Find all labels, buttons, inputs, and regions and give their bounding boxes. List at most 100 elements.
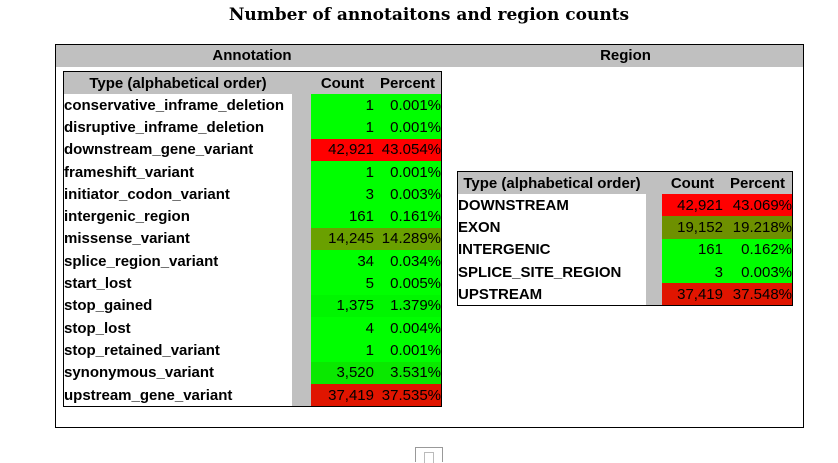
gap-cell	[292, 227, 311, 251]
column-header-percent: Percent	[723, 171, 793, 194]
table-row: DOWNSTREAM 42,921 43.069%	[457, 194, 793, 217]
count-cell: 1,375	[311, 294, 374, 317]
gap-cell	[292, 272, 311, 295]
column-header-count: Count	[311, 71, 374, 94]
table-row: stop_gained 1,375 1.379%	[63, 294, 442, 317]
count-cell: 161	[311, 205, 374, 228]
percent-cell: 0.034%	[374, 250, 442, 273]
column-header-percent: Percent	[374, 71, 442, 94]
gap-cell	[292, 116, 311, 139]
percent-cell: 0.003%	[374, 183, 442, 206]
type-cell: DOWNSTREAM	[457, 194, 646, 217]
count-cell: 3,520	[311, 361, 374, 384]
table-row: SPLICE_SITE_REGION 3 0.003%	[457, 260, 793, 284]
count-cell: 19,152	[662, 216, 723, 239]
percent-cell: 0.001%	[374, 94, 442, 117]
region-table: Type (alphabetical order) Count Percent …	[457, 171, 793, 307]
type-cell: stop_retained_variant	[63, 339, 292, 362]
count-cell: 3	[311, 183, 374, 206]
type-cell: EXON	[457, 216, 646, 239]
percent-cell: 3.531%	[374, 361, 442, 384]
type-cell: conservative_inframe_deletion	[63, 94, 292, 117]
type-cell: synonymous_variant	[63, 361, 292, 384]
table-row: upstream_gene_variant 37,419 37.535%	[63, 383, 442, 407]
percent-cell: 37.535%	[374, 383, 442, 407]
type-cell: upstream_gene_variant	[63, 383, 292, 407]
count-cell: 42,921	[311, 138, 374, 161]
region-header: Region	[448, 45, 803, 67]
gap-cell	[646, 216, 662, 239]
document-icon	[415, 447, 443, 463]
gap-cell	[292, 316, 311, 340]
percent-cell: 43.054%	[374, 138, 442, 161]
gap-cell	[646, 260, 662, 284]
percent-cell: 0.161%	[374, 205, 442, 228]
table-row: start_lost 5 0.005%	[63, 272, 442, 295]
table-row: stop_lost 4 0.004%	[63, 316, 442, 340]
type-cell: downstream_gene_variant	[63, 138, 292, 161]
count-cell: 34	[311, 250, 374, 273]
count-cell: 14,245	[311, 227, 374, 251]
table-row: disruptive_inframe_deletion 1 0.001%	[63, 116, 442, 139]
type-cell: SPLICE_SITE_REGION	[457, 260, 646, 284]
type-cell: UPSTREAM	[457, 283, 646, 306]
type-cell: disruptive_inframe_deletion	[63, 116, 292, 139]
gap-cell	[292, 94, 311, 117]
type-cell: stop_gained	[63, 294, 292, 317]
percent-cell: 0.004%	[374, 316, 442, 340]
table-row: EXON 19,152 19.218%	[457, 216, 793, 239]
count-cell: 37,419	[311, 383, 374, 407]
gap-cell	[292, 339, 311, 362]
gap-cell	[292, 361, 311, 384]
gap-cell	[646, 194, 662, 217]
type-cell: start_lost	[63, 272, 292, 295]
count-cell: 5	[311, 272, 374, 295]
percent-cell: 0.001%	[374, 160, 442, 184]
table-row: initiator_codon_variant 3 0.003%	[63, 183, 442, 206]
count-cell: 37,419	[662, 283, 723, 306]
count-cell: 4	[311, 316, 374, 340]
gap-cell	[292, 183, 311, 206]
table-row: UPSTREAM 37,419 37.548%	[457, 283, 793, 306]
type-cell: INTERGENIC	[457, 238, 646, 261]
percent-cell: 37.548%	[723, 283, 793, 306]
percent-cell: 19.218%	[723, 216, 793, 239]
percent-cell: 0.001%	[374, 116, 442, 139]
table-row: missense_variant 14,245 14.289%	[63, 227, 442, 251]
column-gap	[292, 71, 311, 94]
page-title: Number of annotaitons and region counts	[228, 5, 630, 25]
percent-cell: 0.001%	[374, 339, 442, 362]
type-cell: intergenic_region	[63, 205, 292, 228]
type-cell: splice_region_variant	[63, 250, 292, 273]
type-cell: stop_lost	[63, 316, 292, 340]
count-cell: 1	[311, 94, 374, 117]
percent-cell: 0.162%	[723, 238, 793, 261]
count-cell: 161	[662, 238, 723, 261]
type-cell: frameshift_variant	[63, 160, 292, 184]
table-row: frameshift_variant 1 0.001%	[63, 160, 442, 184]
table-row: splice_region_variant 34 0.034%	[63, 250, 442, 273]
column-header-type: Type (alphabetical order)	[63, 71, 292, 94]
table-row: intergenic_region 161 0.161%	[63, 205, 442, 228]
gap-cell	[646, 283, 662, 306]
gap-cell	[292, 250, 311, 273]
count-cell: 1	[311, 160, 374, 184]
gap-cell	[646, 238, 662, 261]
count-cell: 3	[662, 260, 723, 284]
count-cell: 42,921	[662, 194, 723, 217]
percent-cell: 0.005%	[374, 272, 442, 295]
gap-cell	[292, 205, 311, 228]
percent-cell: 0.003%	[723, 260, 793, 284]
table-row: conservative_inframe_deletion 1 0.001%	[63, 94, 442, 117]
column-header-type: Type (alphabetical order)	[457, 171, 646, 194]
type-cell: initiator_codon_variant	[63, 183, 292, 206]
gap-cell	[292, 383, 311, 407]
percent-cell: 43.069%	[723, 194, 793, 217]
gap-cell	[292, 138, 311, 161]
table-row: stop_retained_variant 1 0.001%	[63, 339, 442, 362]
column-gap	[646, 171, 662, 194]
table-row: synonymous_variant 3,520 3.531%	[63, 361, 442, 384]
percent-cell: 1.379%	[374, 294, 442, 317]
column-header-count: Count	[662, 171, 723, 194]
gap-cell	[292, 294, 311, 317]
